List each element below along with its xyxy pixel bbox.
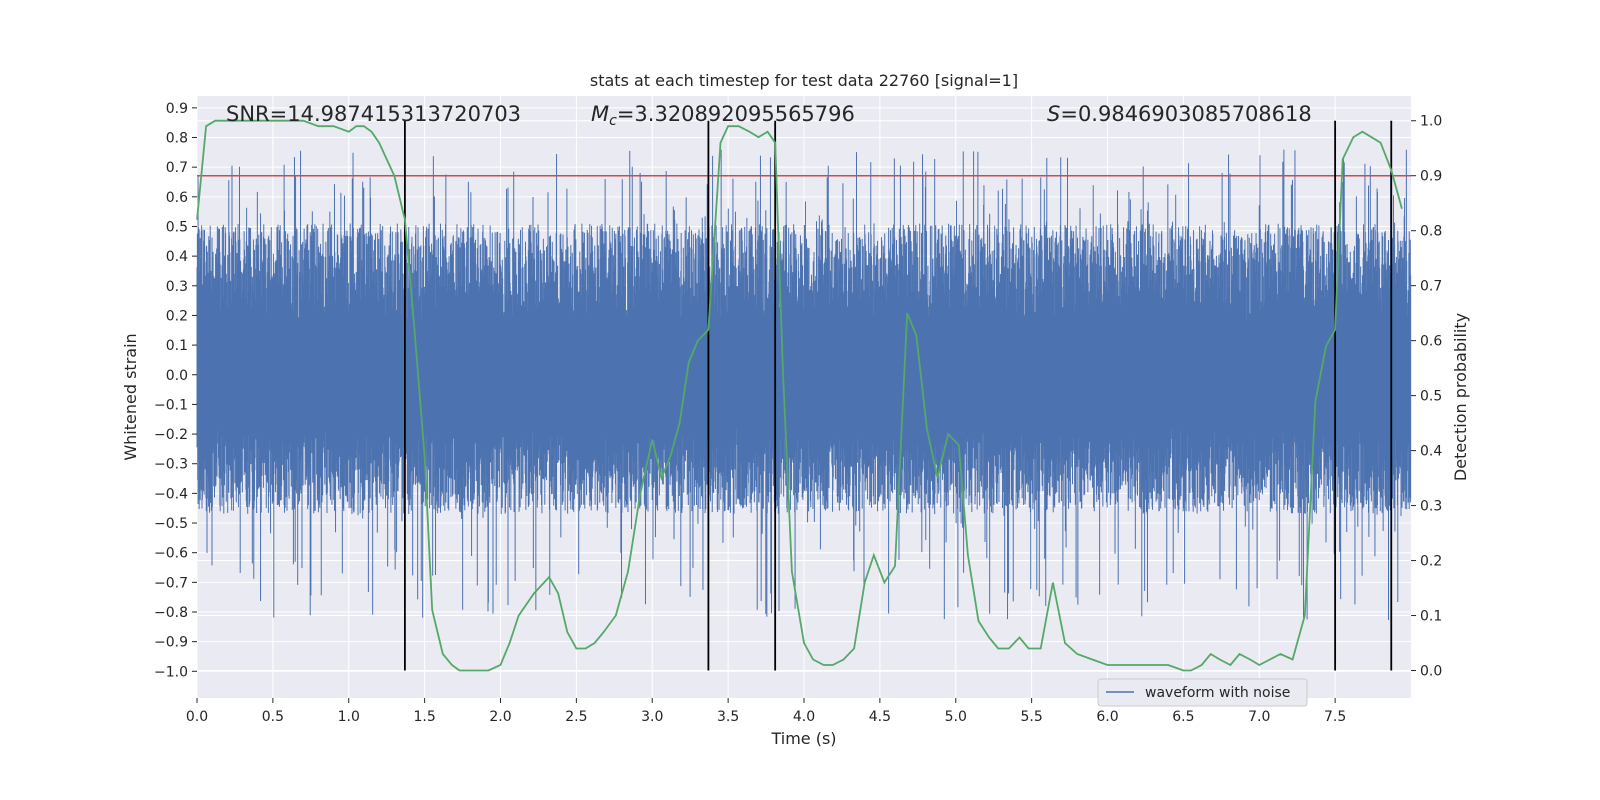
y-axis-right-ticks: 1.0 0.9 0.8 0.7 0.6 0.5 0.4 0.3 0.2 0.1 0.0 [1411, 114, 1442, 680]
x-tick-label: 0.0 [186, 709, 208, 725]
y-right-tick-label: 0.8 [1420, 224, 1442, 240]
y-right-tick-label: 0.6 [1420, 334, 1442, 350]
y-axis-left-label: Whitened strain [121, 333, 140, 460]
y-left-tick-label: −0.5 [154, 516, 188, 532]
waveform-trace [196, 149, 1412, 620]
x-tick-label: 5.0 [945, 709, 967, 725]
y-left-tick-label: 0.8 [166, 131, 188, 147]
y-axis-left-ticks: 0.9 0.8 0.7 0.6 0.5 0.4 0.3 0.2 0.1 0.0 −0.1 −0.2 −0… [154, 101, 197, 680]
y-left-tick-label: −1.0 [154, 664, 188, 680]
y-left-tick-label: 0.4 [166, 249, 188, 265]
y-right-tick-label: 0.7 [1420, 279, 1442, 295]
y-right-tick-label: 0.2 [1420, 554, 1442, 570]
x-axis-ticks: 0.0 0.5 1.0 1.5 2.0 2.5 3.0 3.5 4.0 4.5 5.0 5.5 6.0 6… [186, 698, 1346, 725]
y-left-tick-label: 0.3 [166, 279, 188, 295]
y-left-tick-label: −0.4 [154, 486, 188, 502]
chirp-mass-annotation: Mc=3.320892095565796 [591, 102, 855, 129]
chirp-mass-subscript: c [609, 113, 617, 129]
legend-box [1097, 678, 1308, 707]
x-tick-label: 3.5 [717, 709, 739, 725]
y-left-tick-label: −0.1 [154, 397, 188, 413]
y-left-tick-label: −0.3 [154, 457, 188, 473]
x-tick-label: 4.5 [869, 709, 891, 725]
y-right-tick-label: 0.3 [1420, 499, 1442, 515]
y-left-tick-label: −0.6 [154, 546, 188, 562]
y-left-tick-label: 0.5 [166, 219, 188, 235]
snr-annotation: SNR=14.987415313720703 [226, 102, 521, 126]
detection-probability-line [196, 119, 1403, 672]
y-left-tick-label: −0.2 [154, 427, 188, 443]
y-right-tick-label: 0.4 [1420, 444, 1442, 460]
legend-label-waveform: waveform with noise [1145, 685, 1290, 701]
x-axis-label: Time (s) [770, 729, 836, 748]
y-right-tick-label: 0.1 [1420, 609, 1442, 625]
chirp-mass-symbol: M [591, 102, 609, 126]
y-left-tick-label: 0.9 [166, 101, 188, 117]
x-tick-label: 2.5 [565, 709, 587, 725]
y-left-tick-label: −0.9 [154, 635, 188, 651]
x-tick-label: 0.5 [262, 709, 284, 725]
y-right-tick-label: 0.5 [1420, 389, 1442, 405]
waveform-series [196, 149, 1412, 620]
y-left-tick-label: 0.0 [166, 368, 188, 384]
y-right-tick-label: 0.9 [1420, 169, 1442, 185]
y-left-tick-label: 0.6 [166, 190, 188, 206]
y-left-tick-label: 0.1 [166, 338, 188, 354]
s-annotation: S=0.9846903085708618 [1047, 102, 1312, 126]
x-tick-label: 6.5 [1172, 709, 1194, 725]
x-tick-label: 2.0 [489, 709, 511, 725]
s-symbol: S [1047, 102, 1060, 126]
y-left-tick-label: −0.7 [154, 575, 188, 591]
x-tick-label: 6.0 [1096, 709, 1118, 725]
y-left-tick-label: 0.2 [166, 308, 188, 324]
x-tick-label: 7.5 [1324, 709, 1346, 725]
chirp-mass-value: =3.320892095565796 [617, 102, 855, 126]
legend: waveform with noise [1097, 678, 1308, 707]
y-right-tick-label: 0.0 [1420, 664, 1442, 680]
y-right-tick-label: 1.0 [1420, 114, 1442, 130]
x-tick-label: 1.0 [338, 709, 360, 725]
x-tick-label: 7.0 [1248, 709, 1270, 725]
x-tick-label: 5.5 [1020, 709, 1042, 725]
x-tick-label: 4.0 [793, 709, 815, 725]
x-tick-label: 1.5 [413, 709, 435, 725]
y-left-tick-label: 0.7 [166, 160, 188, 176]
y-left-tick-label: −0.8 [154, 605, 188, 621]
chart-title: stats at each timestep for test data 227… [590, 71, 1018, 90]
x-tick-label: 3.0 [641, 709, 663, 725]
s-value: =0.9846903085708618 [1060, 102, 1311, 126]
detection-markers [403, 120, 1393, 671]
y-axis-right-label: Detection probability [1451, 313, 1470, 481]
